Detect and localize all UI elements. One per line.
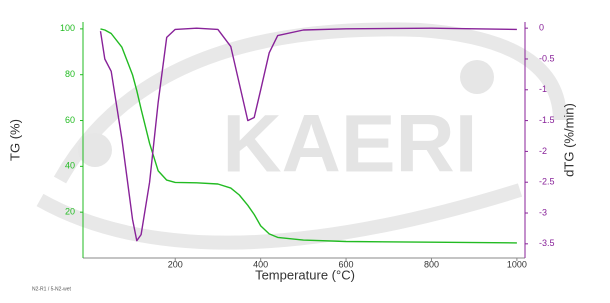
footnote: N2-R1 / 5-N2-wet — [32, 286, 72, 292]
y-tick-label: 100 — [60, 23, 75, 33]
watermark-dot — [78, 133, 112, 167]
y-tick-label: 60 — [65, 115, 75, 125]
y2-tick-label: -2 — [539, 146, 547, 156]
watermark: KAERI — [222, 99, 477, 190]
x-axis-label: Temperature (°C) — [255, 267, 355, 282]
x-tick-label: 200 — [168, 259, 183, 269]
y2-tick-label: -3 — [539, 207, 547, 217]
y2-tick-label: -1 — [539, 84, 547, 94]
y-axis-label: TG (%) — [7, 119, 22, 161]
series-line — [99, 27, 517, 242]
y2-tick-label: -0.5 — [539, 53, 555, 63]
x-tick-label: 1000 — [507, 259, 527, 269]
y2-tick-label: 0 — [539, 23, 544, 33]
x-tick-label: 400 — [253, 259, 268, 269]
y2-axis-label: dTG (%/min) — [561, 103, 576, 177]
y-tick-label: 80 — [65, 69, 75, 79]
y-tick-label: 20 — [65, 207, 75, 217]
watermark-arc — [36, 183, 523, 250]
x-tick-label: 800 — [424, 259, 439, 269]
y-tick-label: 40 — [65, 161, 75, 171]
x-tick-label: 600 — [339, 259, 354, 269]
series-line — [100, 28, 517, 244]
y2-tick-label: -2.5 — [539, 177, 555, 187]
y2-tick-label: -1.5 — [539, 115, 555, 125]
watermark-dot — [460, 60, 494, 94]
watermark-decor — [36, 22, 567, 250]
watermark-arc — [53, 22, 567, 184]
y2-tick-label: -3.5 — [539, 238, 555, 248]
